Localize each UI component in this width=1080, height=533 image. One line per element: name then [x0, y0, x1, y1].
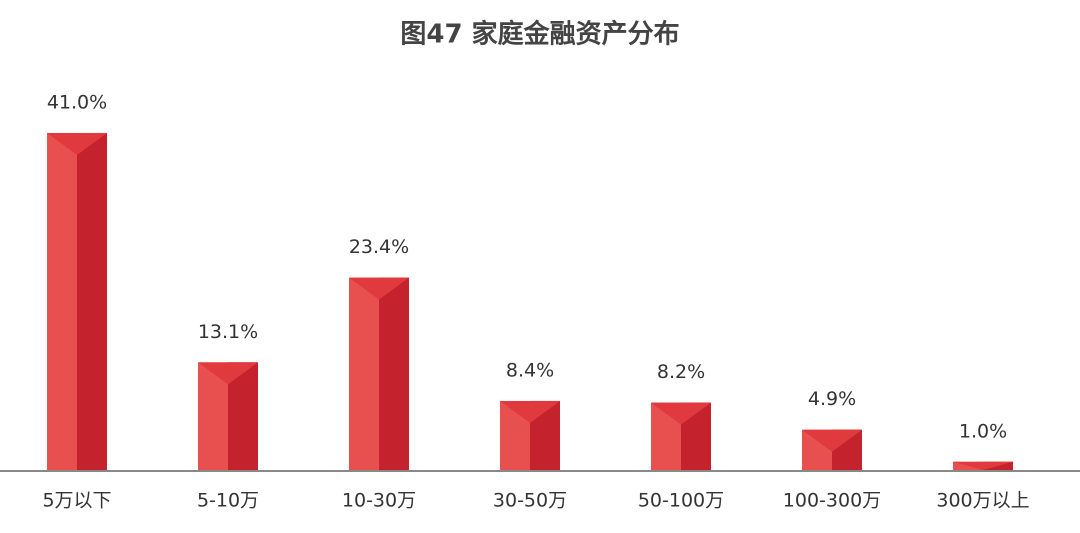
- bar-cap: [349, 277, 409, 300]
- value-label: 1.0%: [959, 420, 1007, 442]
- bar-cap: [953, 461, 1013, 470]
- chart-title: 图47 家庭金融资产分布: [400, 19, 679, 50]
- value-label: 8.2%: [657, 361, 705, 383]
- x-tick-label: 10-30万: [342, 490, 416, 512]
- value-label: 8.4%: [506, 359, 554, 381]
- bar-shade: [77, 132, 107, 471]
- value-label: 41.0%: [47, 91, 107, 113]
- value-label: 13.1%: [198, 321, 258, 343]
- value-label: 23.4%: [349, 236, 409, 258]
- bar-cap: [500, 400, 560, 423]
- bar-cap: [47, 132, 107, 155]
- bar-cap: [651, 402, 711, 425]
- x-tick-label: 100-300万: [783, 490, 881, 512]
- x-tick-label: 5万以下: [42, 490, 111, 512]
- x-tick-label: 300万以上: [936, 490, 1029, 512]
- bar-cap: [198, 362, 258, 385]
- bar-shade: [379, 277, 409, 470]
- bar-cap: [802, 429, 862, 452]
- x-tick-label: 50-100万: [638, 490, 724, 512]
- x-tick-label: 5-10万: [197, 490, 259, 512]
- value-label: 4.9%: [808, 388, 856, 410]
- x-tick-label: 30-50万: [493, 490, 567, 512]
- bar-shade: [983, 461, 1013, 470]
